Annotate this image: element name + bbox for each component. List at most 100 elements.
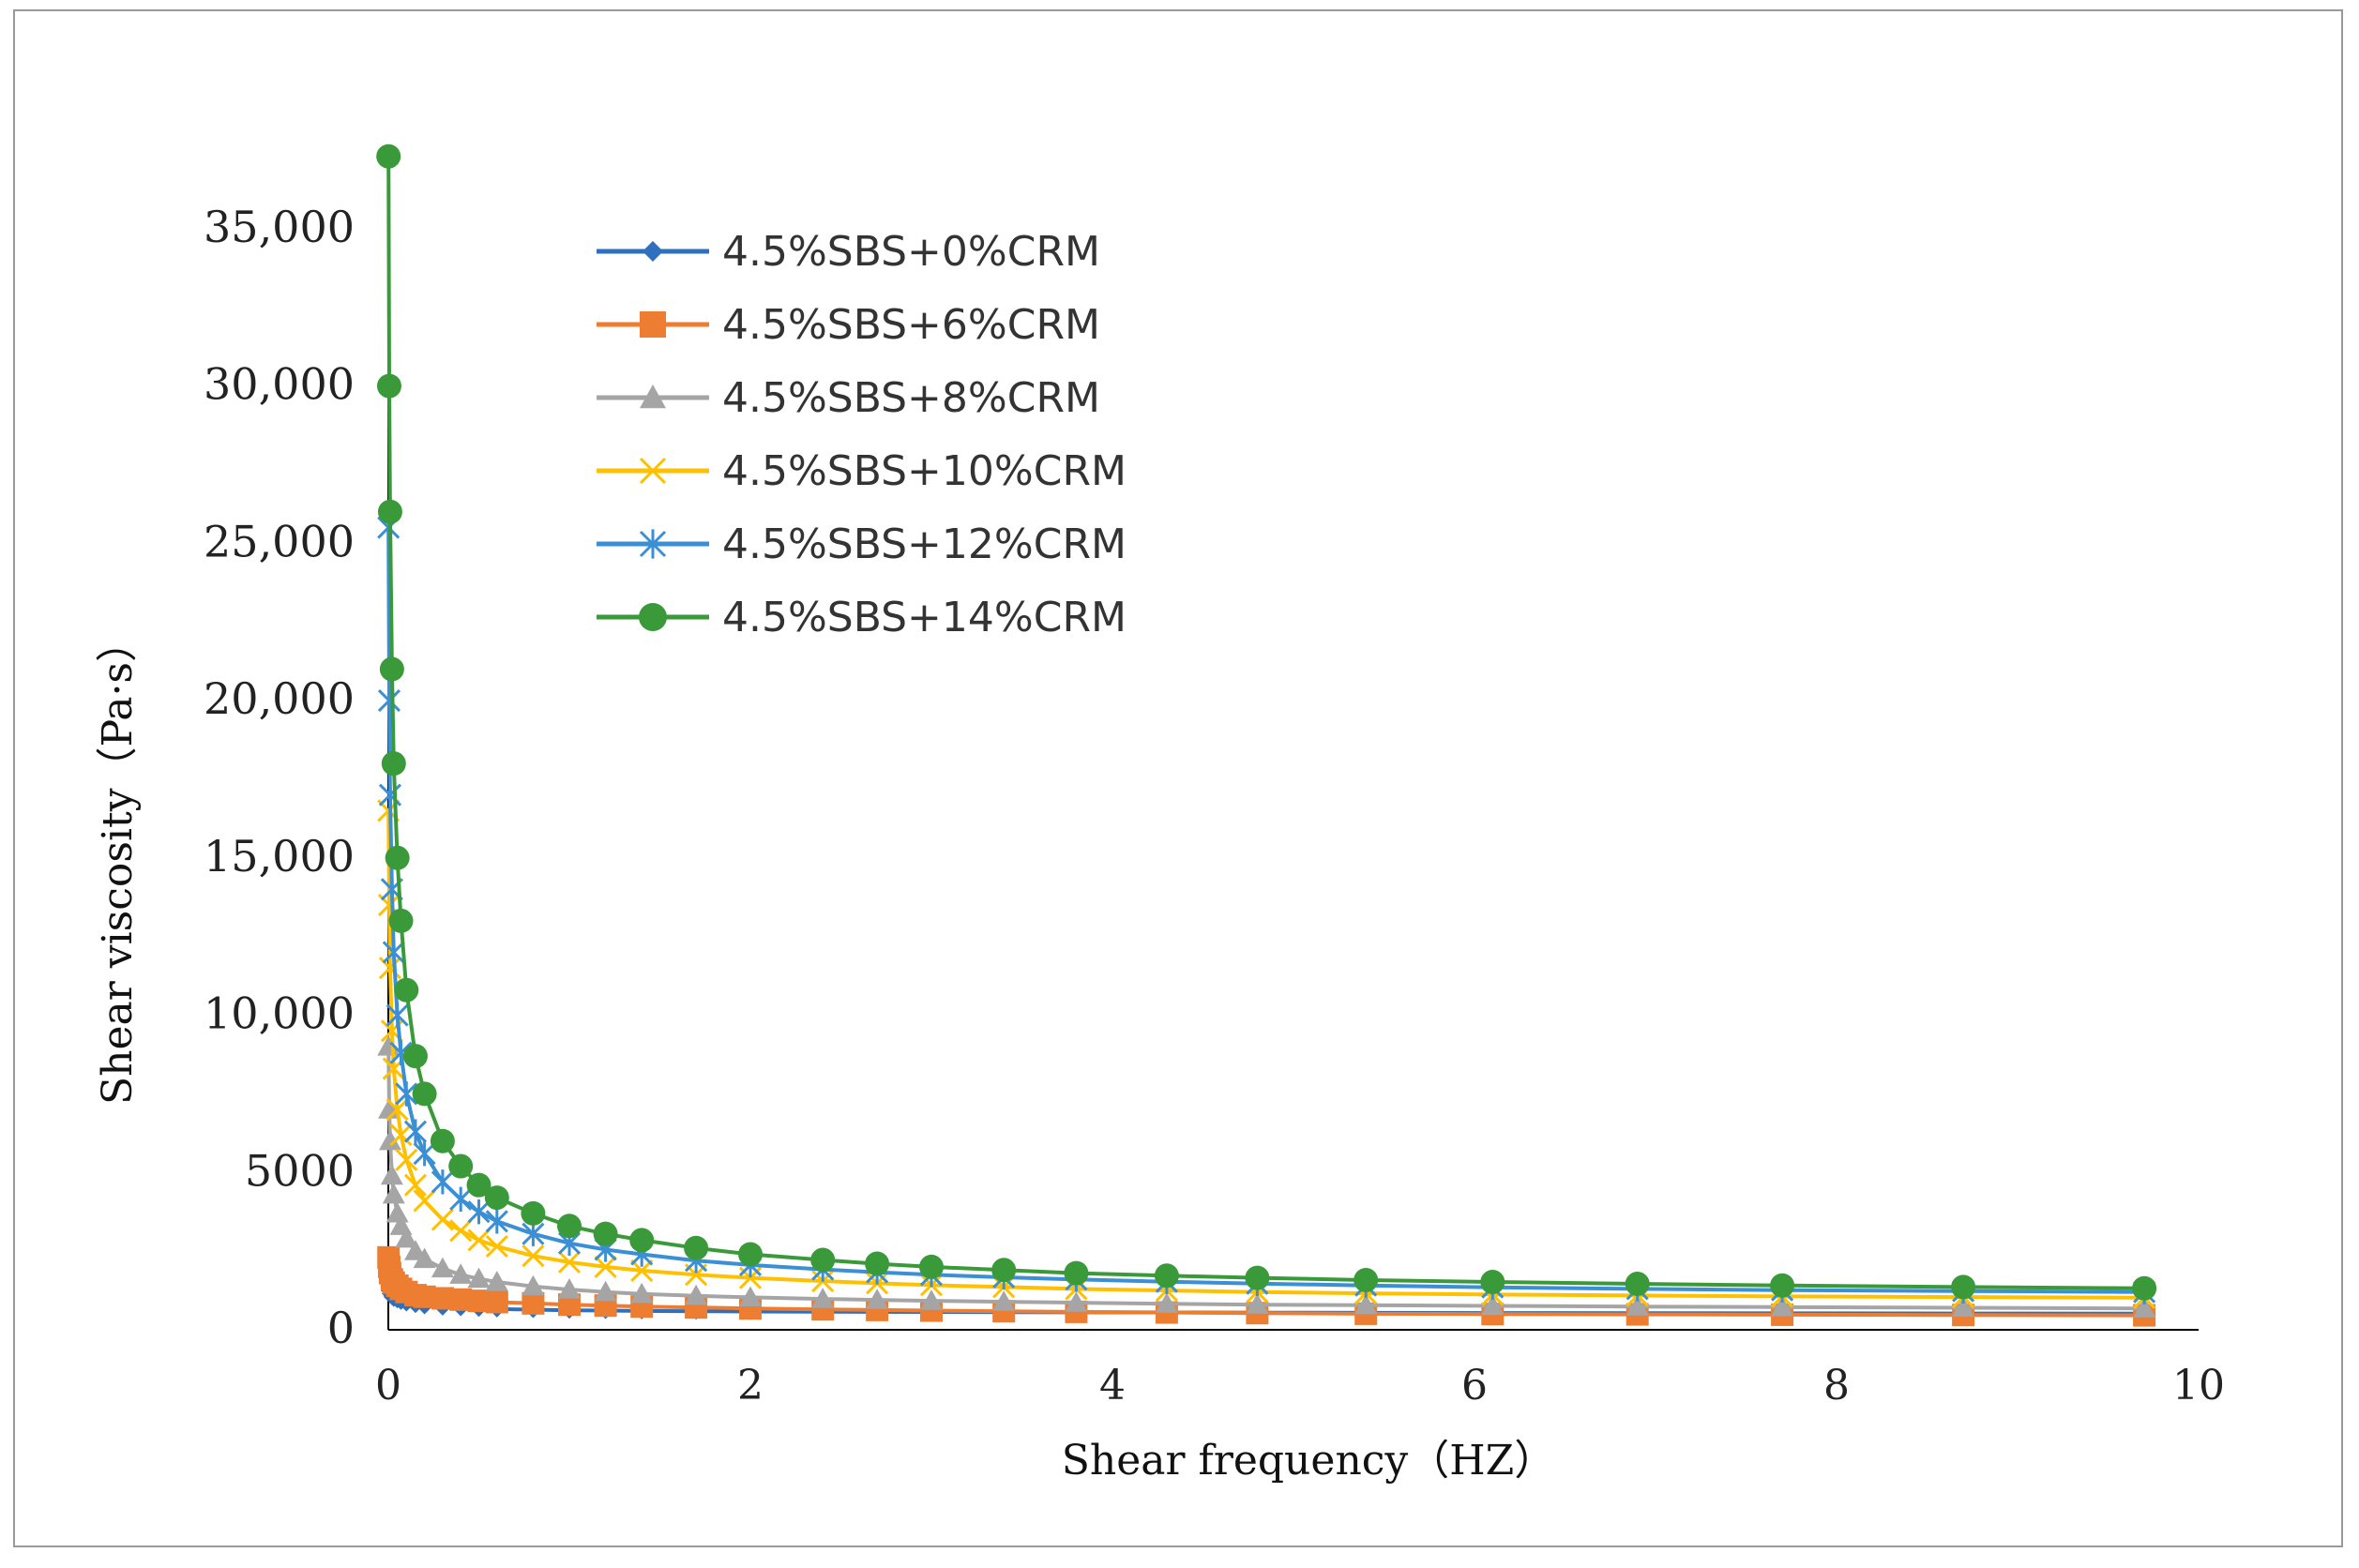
data-point: [991, 1258, 1017, 1283]
data-point: [1154, 1263, 1179, 1289]
data-point: [485, 1209, 508, 1234]
legend-item: 4.5%SBS+8%CRM: [597, 374, 1100, 422]
data-point: [430, 1128, 455, 1153]
legend-label: 4.5%SBS+12%CRM: [722, 520, 1127, 568]
y-tick-label: 5000: [245, 1145, 355, 1196]
data-point: [1354, 1293, 1378, 1315]
data-point: [557, 1250, 582, 1274]
x-tick-label: 6: [1461, 1362, 1488, 1410]
data-point: [1245, 1265, 1270, 1290]
data-point: [386, 1098, 409, 1122]
data-point: [376, 143, 401, 169]
data-point: [811, 1288, 835, 1308]
data-point: [2132, 1275, 2157, 1301]
data-point: [412, 1081, 437, 1107]
data-point: [684, 1235, 709, 1260]
data-point: [593, 1221, 618, 1246]
series-layer: [376, 143, 2157, 1327]
series-4.5%SBS+14%CRM: [376, 143, 2157, 1301]
data-point: [379, 656, 404, 682]
data-point: [449, 1219, 473, 1243]
data-point: [557, 1214, 582, 1239]
data-point: [485, 1271, 508, 1291]
data-point: [1353, 1267, 1379, 1292]
legend-item: 4.5%SBS+10%CRM: [597, 447, 1127, 495]
data-point: [1065, 1291, 1088, 1312]
data-point: [431, 1208, 454, 1231]
data-point: [467, 1199, 491, 1225]
data-point: [448, 1153, 474, 1179]
y-tick-label: 20,000: [204, 673, 355, 724]
data-point: [449, 1186, 473, 1212]
y-tick-labels: 0 5000 10,000 15,000 20,000 25,000 30,000 35,00…: [204, 202, 355, 1353]
data-point: [467, 1229, 491, 1252]
data-point: [630, 1259, 654, 1282]
data-point: [522, 1244, 545, 1268]
legend-label: 4.5%SBS+14%CRM: [722, 594, 1127, 641]
x-tick-label: 8: [1823, 1362, 1850, 1410]
data-point: [594, 1255, 617, 1278]
legend-marker: [640, 384, 666, 409]
data-point: [522, 1274, 545, 1296]
data-point: [485, 1290, 508, 1314]
data-point: [1064, 1260, 1089, 1286]
data-point: [685, 1284, 708, 1305]
data-point: [413, 1140, 436, 1167]
data-point: [522, 1291, 545, 1315]
data-point: [1480, 1270, 1505, 1295]
data-point: [630, 1282, 654, 1304]
series-4.5%SBS+12%CRM: [377, 515, 2156, 1304]
legend-marker: [639, 457, 667, 485]
data-point: [376, 373, 401, 399]
data-point: [866, 1289, 889, 1309]
data-point: [382, 940, 405, 965]
data-point: [920, 1289, 943, 1310]
legend-label: 4.5%SBS+0%CRM: [722, 228, 1100, 276]
data-point: [394, 977, 419, 1003]
data-point: [865, 1251, 890, 1276]
series-4.5%SBS+8%CRM: [377, 1035, 2156, 1318]
data-point: [467, 1267, 491, 1289]
data-point: [558, 1278, 581, 1299]
data-point: [382, 1183, 405, 1204]
x-tick-label: 2: [737, 1362, 764, 1410]
data-point: [1770, 1273, 1795, 1298]
data-point: [377, 499, 402, 524]
data-point: [402, 1044, 428, 1069]
data-point: [377, 1035, 401, 1056]
y-tick-label: 10,000: [204, 988, 355, 1039]
data-point: [521, 1200, 546, 1226]
data-point: [2133, 1297, 2156, 1318]
data-point: [485, 1235, 508, 1259]
legend-marker: [639, 603, 667, 631]
legend-item: 4.5%SBS+12%CRM: [597, 520, 1127, 568]
data-point: [381, 751, 406, 776]
data-point: [992, 1290, 1016, 1311]
data-point: [395, 1148, 418, 1171]
legend-item: 4.5%SBS+14%CRM: [597, 594, 1127, 641]
x-tick-labels: 0 2 4 6 8 10: [375, 1362, 2225, 1410]
legend-marker: [643, 241, 663, 262]
y-tick-label: 0: [327, 1303, 355, 1353]
data-point: [431, 1169, 454, 1195]
data-point: [449, 1263, 473, 1284]
legend-label: 4.5%SBS+8%CRM: [722, 374, 1100, 422]
legend-marker: [639, 529, 667, 559]
data-point: [594, 1280, 617, 1302]
y-tick-label: 25,000: [204, 516, 355, 566]
data-point: [1952, 1296, 1975, 1318]
y-axis-title: Shear viscosity（Pa·s）: [94, 621, 142, 1105]
data-point: [386, 1201, 409, 1223]
x-tick-label: 4: [1099, 1362, 1126, 1410]
data-point: [1625, 1272, 1650, 1297]
data-point: [413, 1247, 436, 1269]
data-point: [1626, 1295, 1649, 1316]
legend: 4.5%SBS+0%CRM 4.5%SBS+6%CRM 4.5%SBS+8%CRM 4…: [597, 228, 1127, 641]
series-line: [386, 527, 2145, 1294]
data-point: [389, 1123, 413, 1147]
legend-item: 4.5%SBS+0%CRM: [597, 228, 1100, 276]
data-point: [403, 1173, 428, 1197]
data-point: [380, 1164, 403, 1185]
data-point: [378, 1129, 401, 1151]
